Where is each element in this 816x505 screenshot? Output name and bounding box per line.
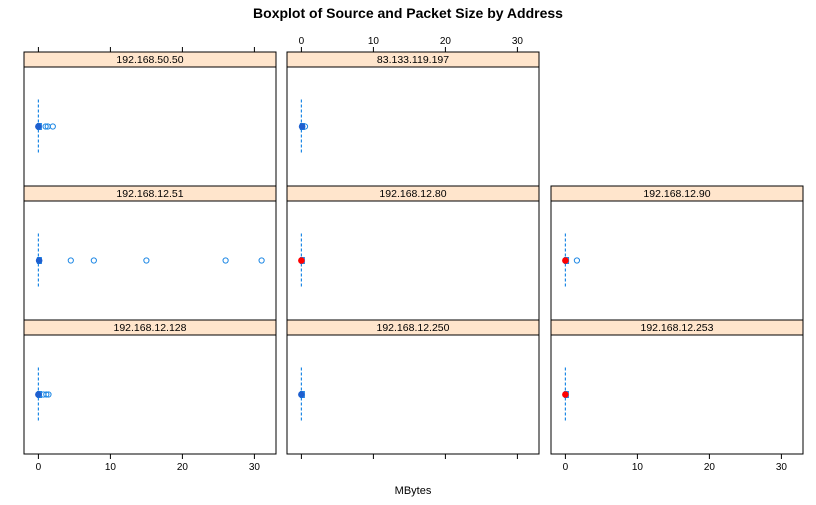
x-tick-label: 10 bbox=[632, 462, 644, 473]
outlier-point bbox=[67, 257, 74, 264]
x-tick-label: 20 bbox=[704, 462, 716, 473]
x-tick-label: 20 bbox=[177, 462, 189, 473]
panel-frame bbox=[550, 334, 804, 455]
outlier-point bbox=[258, 257, 265, 264]
outlier-point bbox=[90, 257, 97, 264]
axis-group: 0 10 20 30 0 10 20 30 0 10 20 30 bbox=[36, 36, 788, 473]
panel-frame bbox=[23, 66, 277, 187]
panel-group: 192.168.50.50 83.133.119.197 192.168.12.51… bbox=[23, 51, 804, 455]
strip-label: 192.168.12.80 bbox=[379, 188, 446, 200]
x-tick-label: 30 bbox=[512, 36, 524, 47]
chart-title: Boxplot of Source and Packet Size by Add… bbox=[253, 5, 563, 21]
panel-192-168-12-250: 192.168.12.250 bbox=[286, 319, 540, 455]
panel-192-168-12-90: 192.168.12.90 bbox=[550, 185, 804, 321]
x-tick-label: 30 bbox=[249, 462, 261, 473]
panel-frame bbox=[23, 200, 277, 321]
median-point bbox=[298, 257, 305, 264]
panel-83-133-119-197: 83.133.119.197 bbox=[286, 51, 540, 187]
x-tick-label: 20 bbox=[440, 36, 452, 47]
outlier-point bbox=[222, 257, 229, 264]
panel-192-168-12-80: 192.168.12.80 bbox=[286, 185, 540, 321]
panel-192-168-50-50: 192.168.50.50 bbox=[23, 51, 277, 187]
x-tick-label: 10 bbox=[368, 36, 380, 47]
strip-label: 192.168.12.51 bbox=[116, 188, 183, 200]
strip-label: 192.168.12.250 bbox=[377, 322, 450, 334]
panel-192-168-12-51: 192.168.12.51 bbox=[23, 185, 277, 321]
x-tick-label: 30 bbox=[776, 462, 788, 473]
panel-frame bbox=[286, 334, 540, 455]
x-axis-label: MBytes bbox=[395, 485, 432, 497]
strip-label: 192.168.50.50 bbox=[116, 54, 183, 66]
x-tick-label: 10 bbox=[105, 462, 117, 473]
panel-frame bbox=[23, 334, 277, 455]
median-point bbox=[35, 123, 42, 130]
outlier-point bbox=[42, 123, 49, 130]
strip-label: 192.168.12.128 bbox=[114, 322, 187, 334]
panel-frame bbox=[286, 200, 540, 321]
outlier-point bbox=[573, 257, 581, 264]
strip-label: 83.133.119.197 bbox=[377, 54, 449, 66]
median-point bbox=[562, 257, 569, 264]
outlier-point bbox=[49, 123, 56, 130]
outlier-point bbox=[43, 391, 50, 398]
median-point bbox=[298, 391, 305, 398]
outlier-point bbox=[143, 257, 150, 264]
median-point bbox=[298, 123, 306, 130]
x-tick-label: 0 bbox=[563, 462, 569, 473]
outlier-point bbox=[45, 391, 52, 398]
median-point bbox=[35, 257, 43, 264]
panel-192-168-12-253: 192.168.12.253 bbox=[550, 319, 804, 455]
panel-frame bbox=[286, 66, 540, 187]
x-tick-label: 0 bbox=[36, 462, 42, 473]
strip-label: 192.168.12.253 bbox=[641, 322, 714, 334]
panel-192-168-12-128: 192.168.12.128 bbox=[23, 319, 277, 455]
x-tick-label: 0 bbox=[299, 36, 305, 47]
median-point bbox=[35, 391, 42, 398]
panel-frame bbox=[550, 200, 804, 321]
strip-label: 192.168.12.90 bbox=[643, 188, 710, 200]
median-point bbox=[562, 391, 569, 398]
